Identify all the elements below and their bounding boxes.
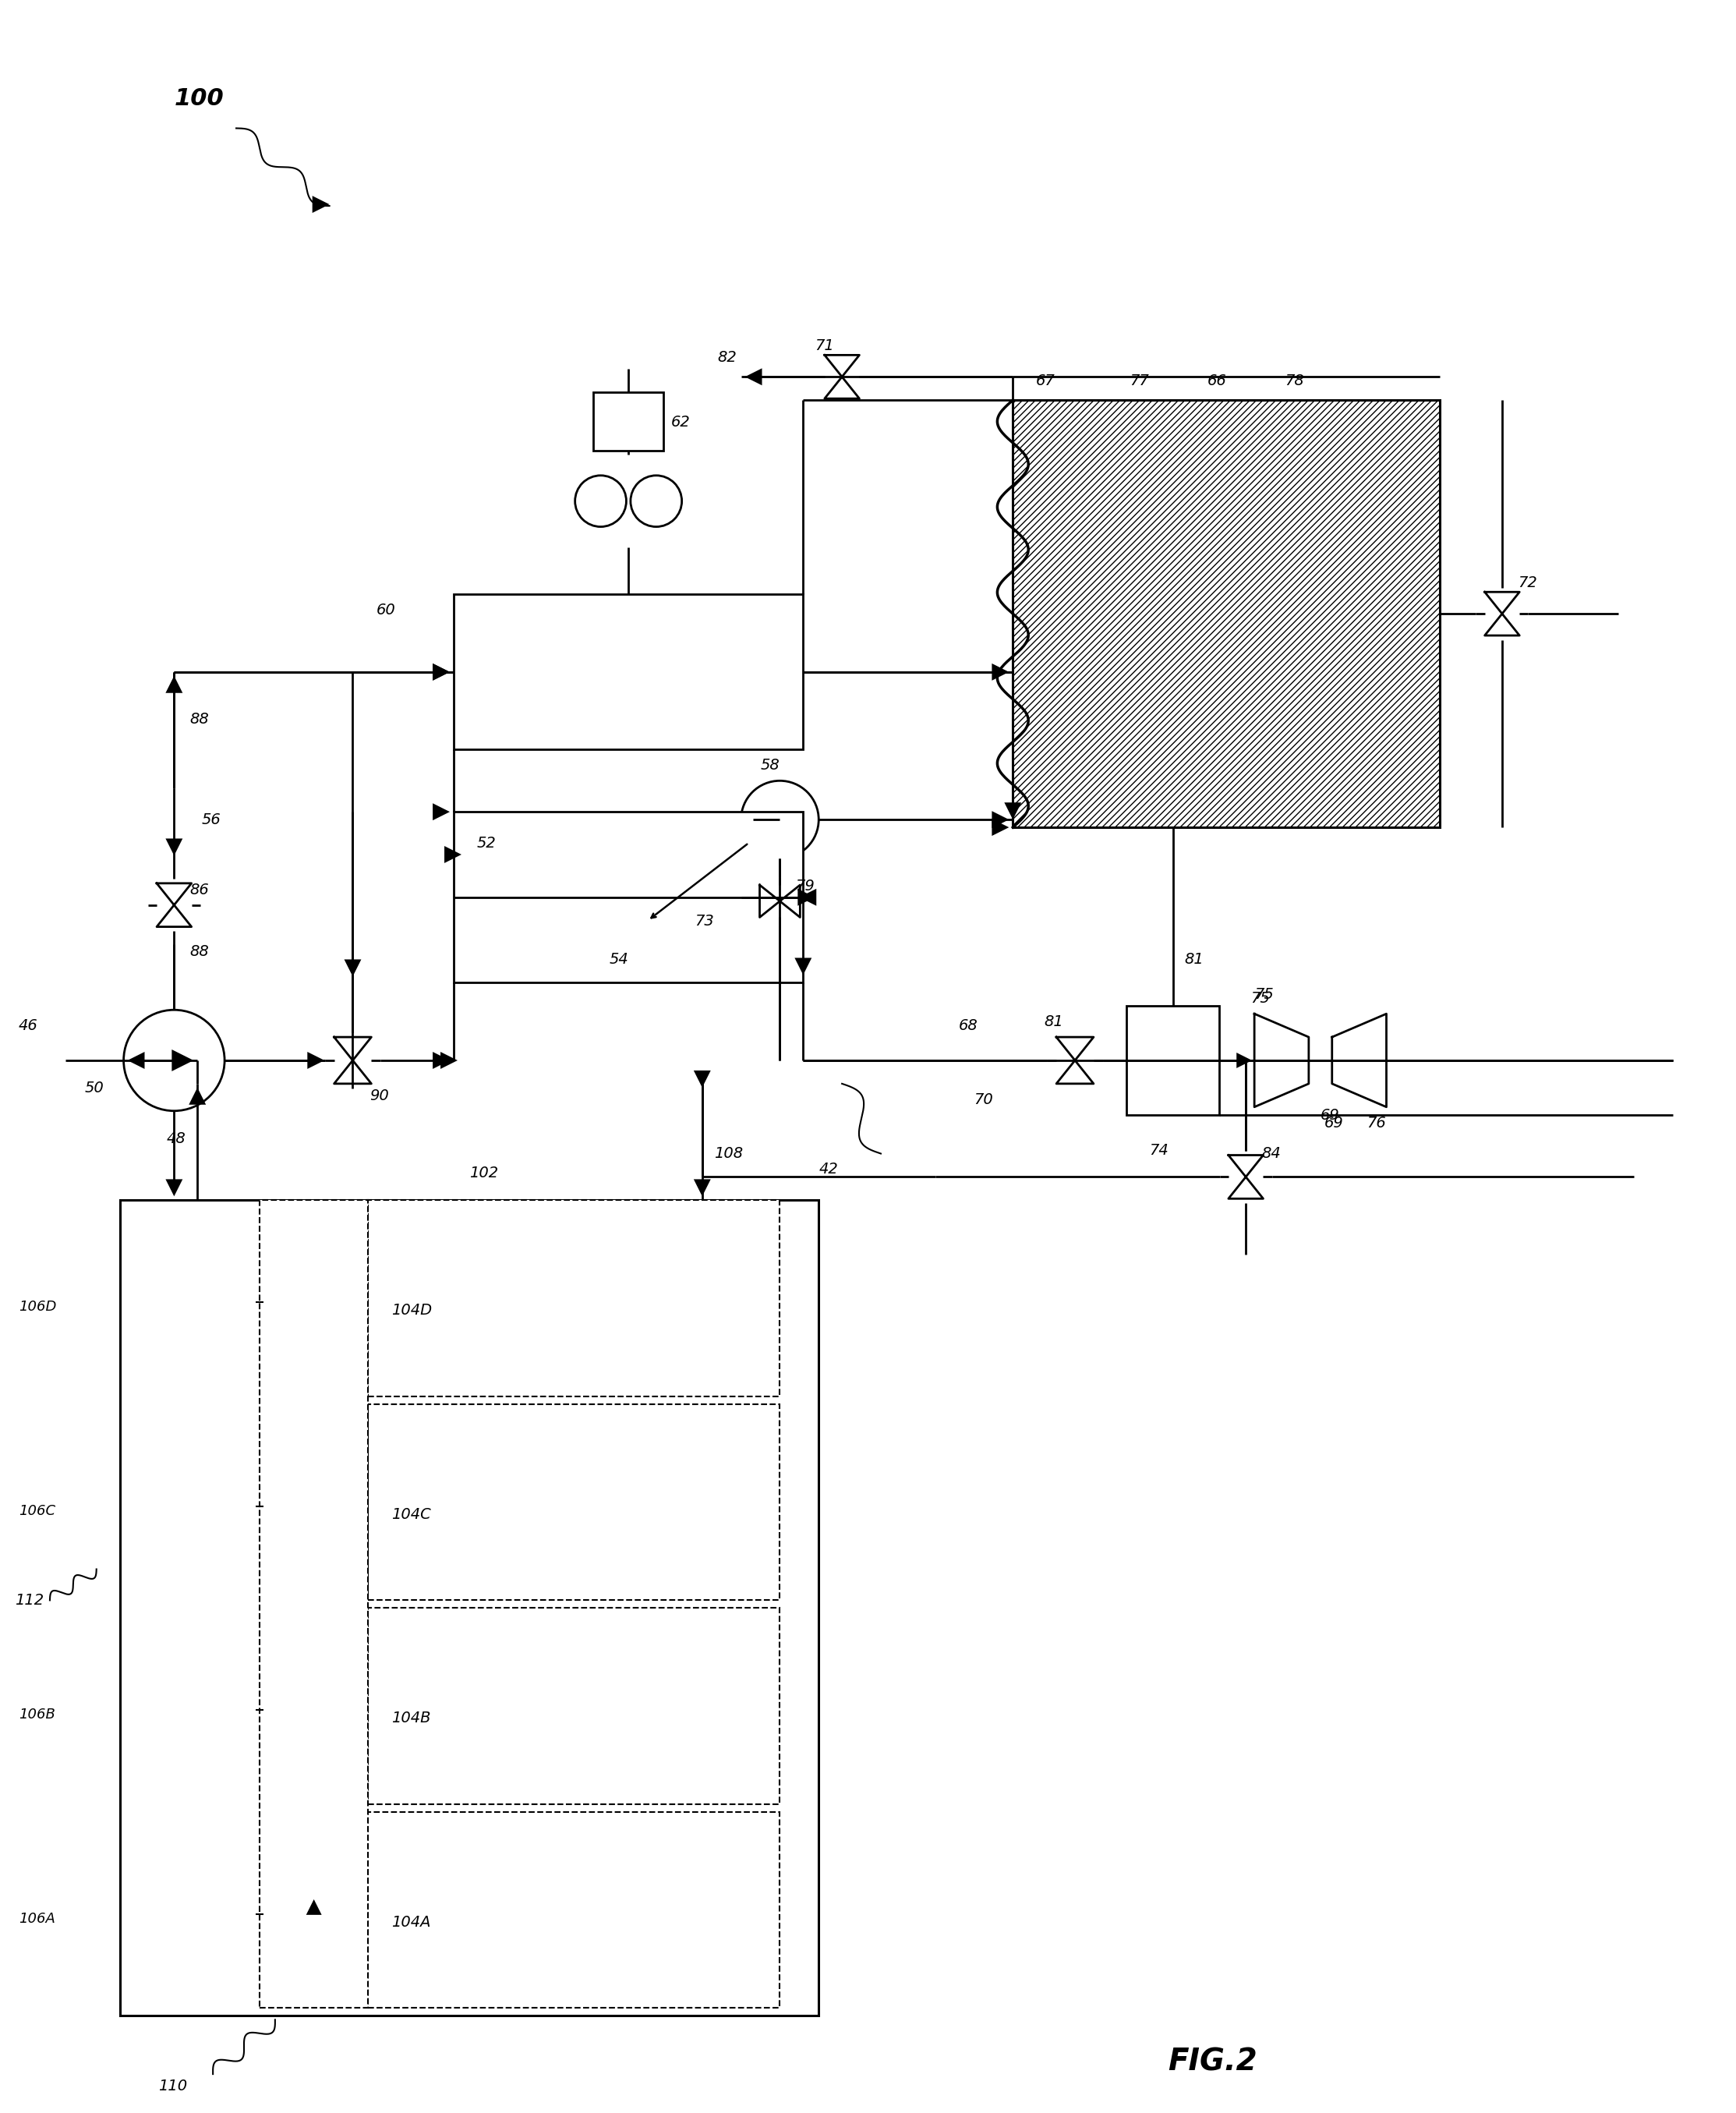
Text: 108: 108 (713, 1147, 743, 1162)
Text: 50: 50 (85, 1080, 104, 1095)
Polygon shape (799, 890, 814, 906)
Polygon shape (778, 811, 795, 828)
Bar (368, 1405, 779, 1600)
Text: 78: 78 (1285, 374, 1304, 389)
Text: 75: 75 (1250, 991, 1269, 1006)
Text: 77: 77 (1130, 374, 1149, 389)
Text: 60: 60 (377, 602, 396, 617)
Polygon shape (165, 1179, 182, 1196)
Text: 104B: 104B (392, 1712, 431, 1726)
Text: 76: 76 (1366, 1116, 1387, 1130)
Bar (368, 1608, 779, 1805)
Bar (453, 594, 804, 750)
Polygon shape (432, 663, 450, 680)
Polygon shape (991, 820, 1009, 837)
Bar (368, 1200, 779, 1397)
Text: 73: 73 (694, 913, 713, 928)
Polygon shape (444, 845, 462, 862)
Polygon shape (799, 890, 816, 906)
Text: 67: 67 (1036, 374, 1055, 389)
Text: 66: 66 (1207, 374, 1226, 389)
Bar (1127, 1006, 1219, 1116)
Text: 102: 102 (469, 1166, 498, 1181)
Text: 75: 75 (1255, 987, 1274, 1002)
Polygon shape (795, 957, 812, 974)
Polygon shape (127, 1052, 144, 1069)
Text: 84: 84 (1262, 1147, 1281, 1162)
Text: 68: 68 (958, 1018, 977, 1033)
Polygon shape (312, 197, 330, 213)
Text: 104A: 104A (392, 1914, 431, 1929)
Text: 90: 90 (370, 1088, 389, 1103)
Text: 71: 71 (814, 338, 833, 353)
Text: 86: 86 (189, 883, 208, 898)
Polygon shape (991, 811, 1009, 828)
Bar (259, 1200, 368, 2007)
Polygon shape (306, 1900, 321, 1914)
Text: 104D: 104D (392, 1304, 432, 1319)
Text: 69: 69 (1325, 1116, 1344, 1130)
Text: 100: 100 (174, 87, 224, 110)
Polygon shape (344, 959, 361, 976)
Text: 88: 88 (189, 712, 208, 727)
Polygon shape (432, 803, 450, 820)
Polygon shape (1005, 803, 1021, 820)
Text: 110: 110 (158, 2079, 187, 2094)
Text: 72: 72 (1517, 575, 1536, 590)
Text: 106C: 106C (19, 1504, 56, 1517)
Polygon shape (307, 1052, 325, 1069)
Text: 58: 58 (760, 759, 779, 773)
Text: 46: 46 (19, 1018, 38, 1033)
Text: 81: 81 (1184, 953, 1203, 968)
Polygon shape (745, 368, 762, 385)
Polygon shape (1236, 1052, 1252, 1069)
Text: 56: 56 (201, 814, 220, 828)
Text: 81: 81 (1043, 1014, 1062, 1029)
Text: 82: 82 (717, 351, 738, 366)
Polygon shape (991, 663, 1009, 680)
Polygon shape (172, 1050, 193, 1071)
Text: 70: 70 (974, 1092, 993, 1107)
Text: 79: 79 (795, 879, 814, 894)
Polygon shape (432, 663, 450, 680)
Polygon shape (441, 1052, 458, 1069)
Polygon shape (694, 1179, 710, 1196)
Text: FIG.2: FIG.2 (1168, 2047, 1257, 2077)
Bar (1012, 399, 1439, 828)
Bar (120, 1200, 819, 2016)
Text: 106A: 106A (19, 1912, 56, 1925)
Bar (594, 393, 663, 450)
Text: 106D: 106D (19, 1299, 57, 1314)
Text: 74: 74 (1149, 1143, 1168, 1158)
Text: 48: 48 (167, 1130, 186, 1145)
Polygon shape (189, 1088, 207, 1105)
Bar (368, 1813, 779, 2007)
Polygon shape (165, 839, 182, 856)
Polygon shape (432, 1052, 450, 1069)
Text: 54: 54 (609, 953, 628, 968)
Bar (453, 811, 804, 983)
Polygon shape (694, 1071, 710, 1088)
Text: 104C: 104C (392, 1507, 431, 1521)
Polygon shape (165, 676, 182, 693)
Text: 62: 62 (672, 414, 691, 429)
Text: 42: 42 (819, 1162, 838, 1177)
Text: 69: 69 (1321, 1107, 1340, 1122)
Text: 112: 112 (16, 1593, 43, 1608)
Text: 106B: 106B (19, 1707, 56, 1722)
Text: 88: 88 (189, 945, 208, 959)
Text: 52: 52 (477, 837, 496, 852)
